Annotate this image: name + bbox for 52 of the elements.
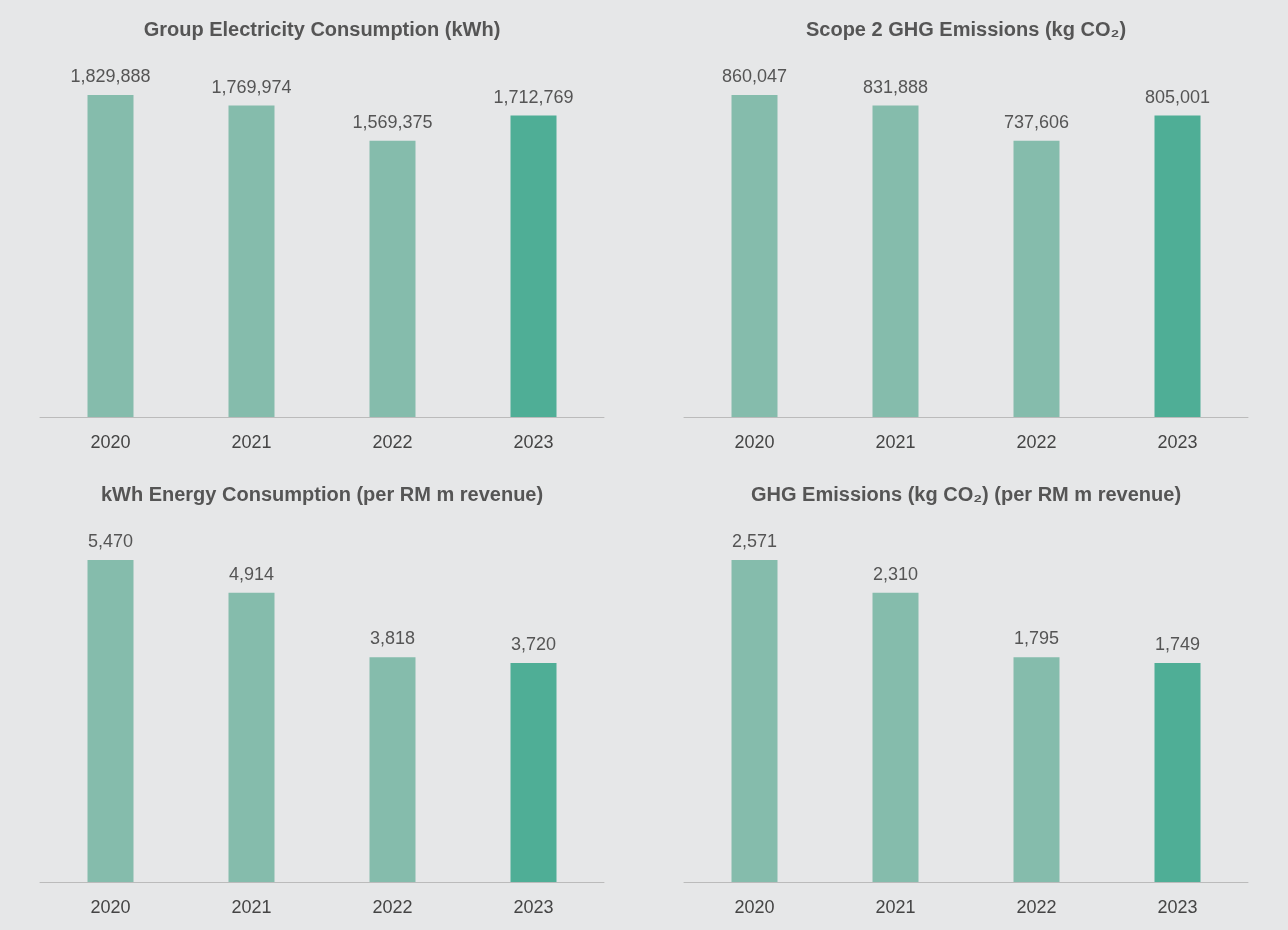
x-tick-label: 2023 xyxy=(513,897,554,917)
x-tick-label: 2022 xyxy=(372,432,413,452)
chart-title: Scope 2 GHG Emissions (kg CO₂) xyxy=(805,18,1127,40)
bar xyxy=(228,105,275,417)
data-label: 1,829,888 xyxy=(70,66,151,86)
bar xyxy=(87,95,134,417)
x-tick-label: 2021 xyxy=(875,897,916,917)
bar xyxy=(731,95,778,417)
bar xyxy=(369,140,416,417)
bar xyxy=(1154,662,1201,882)
bar xyxy=(87,560,134,882)
data-label: 1,712,769 xyxy=(493,86,574,107)
data-label: 3,720 xyxy=(510,634,557,655)
data-label: 860,047 xyxy=(721,66,788,86)
chart-title: kWh Energy Consumption (per RM m revenue) xyxy=(100,483,544,505)
chart-title: Group Electricity Consumption (kWh) xyxy=(143,18,501,40)
data-label: 4,914 xyxy=(228,563,275,584)
x-tick-label: 2020 xyxy=(734,432,775,452)
bar xyxy=(872,592,919,882)
x-tick-label: 2020 xyxy=(734,897,775,917)
data-label: 737,606 xyxy=(1003,111,1070,132)
data-label: 2,571 xyxy=(731,531,778,551)
bar xyxy=(872,105,919,417)
x-tick-label: 2020 xyxy=(90,897,131,917)
bar xyxy=(369,657,416,882)
x-tick-label: 2023 xyxy=(1157,432,1198,452)
bar xyxy=(228,592,275,882)
bar xyxy=(1013,140,1060,417)
bar xyxy=(731,560,778,882)
data-label: 831,888 xyxy=(862,76,929,97)
x-tick-label: 2023 xyxy=(1157,897,1198,917)
data-label: 1,769,974 xyxy=(211,76,292,97)
x-tick-label: 2021 xyxy=(231,432,272,452)
x-tick-label: 2022 xyxy=(1016,432,1057,452)
bar xyxy=(510,115,557,417)
x-tick-label: 2021 xyxy=(231,897,272,917)
data-label: 5,470 xyxy=(87,531,134,551)
bar xyxy=(510,663,557,882)
data-label: 805,001 xyxy=(1144,86,1211,107)
data-label: 1,749 xyxy=(1154,633,1201,654)
chart-title: GHG Emissions (kg CO₂) (per RM m revenue) xyxy=(750,483,1182,505)
bar xyxy=(1154,115,1201,417)
x-tick-label: 2020 xyxy=(90,432,131,452)
data-label: 1,795 xyxy=(1013,628,1060,649)
data-label: 3,818 xyxy=(369,628,416,649)
data-label: 2,310 xyxy=(872,563,919,584)
bar xyxy=(1013,657,1060,882)
x-tick-label: 2022 xyxy=(372,897,413,917)
x-tick-label: 2022 xyxy=(1016,897,1057,917)
x-tick-label: 2021 xyxy=(875,432,916,452)
x-tick-label: 2023 xyxy=(513,432,554,452)
data-label: 1,569,375 xyxy=(352,111,433,132)
